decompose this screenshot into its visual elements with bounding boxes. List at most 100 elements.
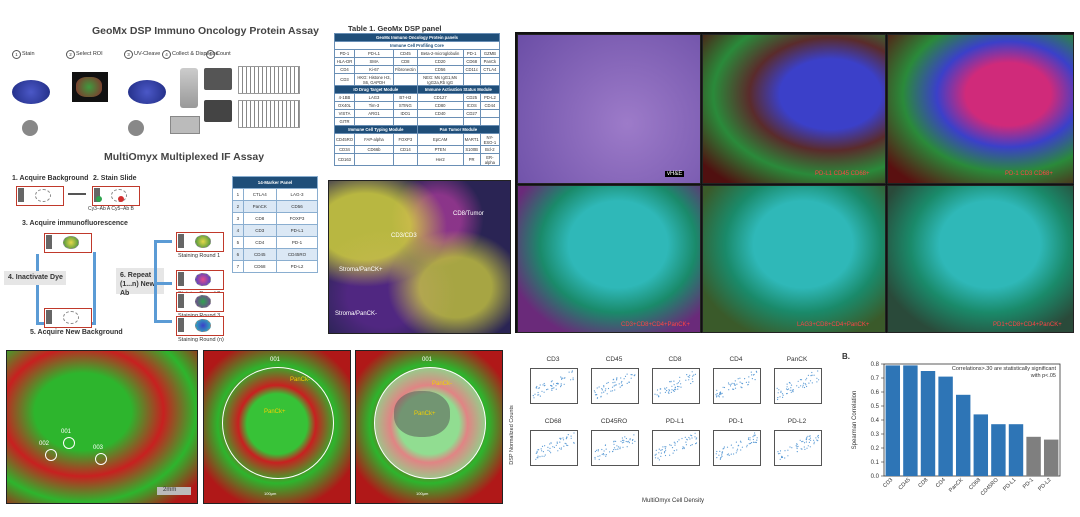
- scatter-point: [628, 381, 630, 383]
- scatter-point: [716, 396, 718, 398]
- t2-cell: CD68: [242, 260, 277, 273]
- t1-mod-cell: CD40: [416, 109, 464, 118]
- scatter-plot: [530, 368, 578, 404]
- zoom1-panck-neg: PanCk-: [290, 377, 311, 383]
- scatter-point: [728, 454, 730, 456]
- scatter-point: [736, 448, 739, 450]
- scatter-point: [715, 453, 717, 455]
- scatter-point: [807, 445, 809, 447]
- y-tick-label: 0.8: [871, 362, 880, 368]
- y-tick-label: 0.1: [871, 460, 880, 466]
- scatter-point: [664, 451, 666, 453]
- scatter-point: [803, 386, 806, 389]
- scatter-point: [741, 446, 743, 448]
- scatter-point: [755, 441, 757, 444]
- scatter-point: [594, 456, 596, 459]
- geomx-step-4: Collect & Dispense: [172, 51, 219, 57]
- scatter-point: [613, 449, 615, 451]
- scatter-point: [692, 381, 694, 383]
- scatter-point: [686, 438, 688, 440]
- scatter-point: [806, 385, 808, 388]
- scatter-plot: [713, 368, 761, 404]
- scatter-point: [787, 389, 789, 391]
- scatter-point: [730, 444, 732, 446]
- counter-instrument-icon: [204, 68, 232, 90]
- scatter-point: [623, 439, 625, 441]
- scatter-point: [801, 441, 803, 443]
- scatter-point: [566, 437, 568, 439]
- scatter-point: [599, 455, 601, 457]
- round-slide-1: [176, 232, 224, 252]
- scatter-point: [541, 390, 543, 392]
- zoom1-scale: 100µm: [264, 491, 277, 496]
- scatter-point: [734, 384, 736, 386]
- geomx-step-1: Stain: [22, 51, 35, 57]
- t1-core-cell: CD20: [416, 57, 464, 66]
- scatter-point: [688, 436, 690, 439]
- t1-mod2-cell: FAP-alpha: [354, 133, 394, 146]
- scatter-point: [729, 385, 732, 387]
- scatter-point: [654, 454, 656, 456]
- scatter-point: [549, 447, 551, 449]
- roi-mask-segment: [394, 391, 450, 437]
- scatter-plot: [652, 368, 700, 404]
- scatter-point: [670, 381, 672, 383]
- scatter-point: [536, 452, 538, 454]
- scatter-point: [747, 437, 750, 439]
- scatter-point: [660, 452, 662, 454]
- scatter-point: [776, 387, 778, 389]
- scatter-point: [547, 388, 549, 390]
- t1-mod-cell: [354, 117, 394, 126]
- annotation-box: Correlations>.30 are statistically signi…: [952, 366, 1056, 379]
- scatter-point: [604, 390, 606, 392]
- scatter-point: [550, 381, 552, 383]
- scatter-point: [601, 392, 603, 394]
- scatter-point: [605, 454, 607, 456]
- scatter-point: [809, 435, 811, 437]
- scatter-point: [621, 442, 623, 444]
- scatter-point: [616, 379, 618, 381]
- roi-circle-002: [45, 449, 57, 461]
- scatter-point: [549, 443, 551, 445]
- scatter-point: [816, 381, 818, 383]
- t1-mod3: Immune Cell Typing Module: [334, 125, 418, 134]
- t2-cell: CD3: [242, 224, 277, 237]
- scatter-point: [800, 385, 802, 387]
- scatter-point: [680, 383, 682, 385]
- scatter-point: [553, 446, 555, 448]
- scatter-point: [560, 383, 562, 385]
- scatter-point: [749, 437, 751, 439]
- scatter-point: [626, 446, 628, 448]
- scatter-point: [810, 439, 812, 441]
- scatter-point: [790, 384, 793, 386]
- x-tick-label: CD3: [882, 477, 894, 489]
- t1-mod2-cell: ER-alpha: [479, 153, 501, 166]
- scatter-point: [687, 375, 689, 378]
- y-tick-label: 0.7: [871, 376, 880, 382]
- scatter-point: [817, 437, 819, 439]
- scatter-point: [540, 448, 542, 450]
- scatter-point: [781, 393, 784, 395]
- t2-cell: 5: [232, 236, 244, 249]
- scatter-point: [629, 438, 631, 440]
- scatter-point: [626, 382, 628, 384]
- scatter-point: [610, 390, 612, 392]
- scatter-point: [788, 388, 790, 390]
- scatter-point: [726, 446, 729, 448]
- scatter-point: [690, 382, 692, 385]
- scatter-point: [720, 456, 722, 459]
- scatter-point: [803, 442, 806, 444]
- mx-step6: 6. Repeat (1...n) New Ab: [120, 272, 156, 297]
- scatter-point: [790, 387, 792, 389]
- t2-cell: PanCK: [242, 200, 277, 213]
- scatter-point: [593, 390, 595, 392]
- scatter-point: [597, 455, 599, 457]
- scatter-point: [556, 441, 558, 443]
- t1-mod-cell: GITR: [334, 117, 355, 126]
- zoom2-scale: 100µm: [416, 491, 429, 496]
- fluor-panel-4: [517, 185, 701, 333]
- scatter-point: [811, 374, 813, 376]
- scatter-point: [541, 445, 544, 447]
- scatter-point: [607, 387, 610, 390]
- scatter-point: [603, 391, 605, 393]
